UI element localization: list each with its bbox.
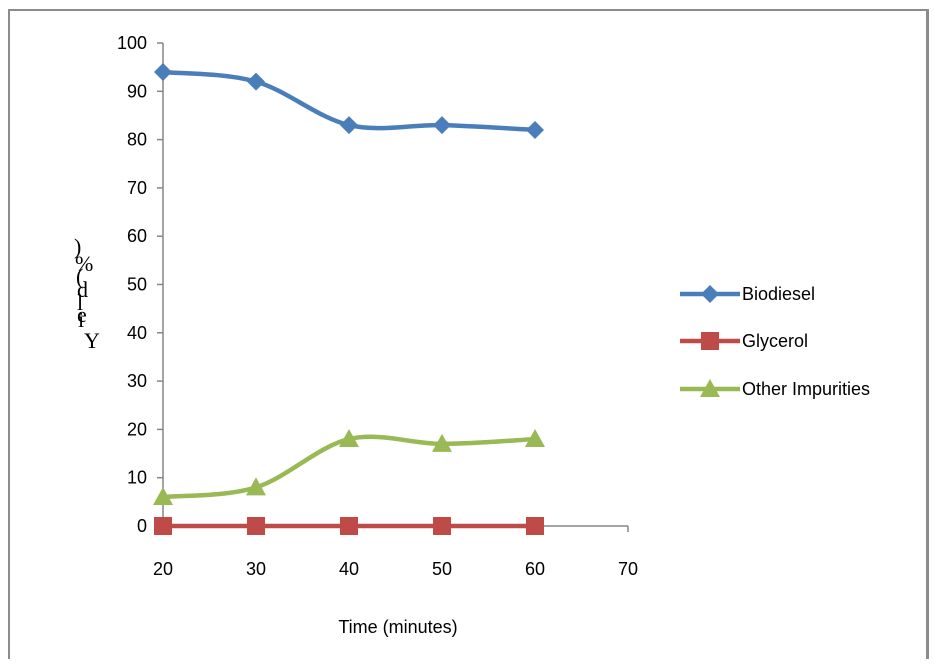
plot-area: [153, 62, 545, 535]
legend-swatch-marker: [700, 379, 720, 397]
data-point-biodiesel: [526, 120, 544, 139]
x-tick-label: 40: [339, 559, 359, 579]
legend-label: Biodiesel: [742, 284, 815, 304]
y-tick-label: 80: [127, 130, 147, 150]
legend-swatch-marker: [701, 285, 719, 303]
data-point-biodiesel: [433, 116, 451, 135]
y-axis-title-glyph: e: [77, 302, 87, 327]
y-tick-label: 0: [137, 516, 147, 536]
data-point-other-impurities: [432, 433, 452, 452]
y-tick-label: 100: [117, 33, 147, 53]
data-point-other-impurities: [339, 429, 359, 448]
data-point-glycerol: [433, 517, 451, 535]
data-point-glycerol: [340, 517, 358, 535]
legend-item-biodiesel: Biodiesel: [680, 284, 815, 304]
legend-item-other-impurities: Other Impurities: [680, 379, 870, 399]
data-point-glycerol: [154, 517, 172, 535]
x-tick-label: 30: [246, 559, 266, 579]
legend: Biodiesel Glycerol Other Impurities: [680, 284, 870, 399]
data-point-other-impurities: [525, 429, 545, 448]
legend-label: Other Impurities: [742, 379, 870, 399]
y-tick-label: 10: [127, 468, 147, 488]
y-tick-label: 30: [127, 371, 147, 391]
data-point-biodiesel: [154, 62, 172, 81]
x-tick-label: 50: [432, 559, 452, 579]
data-point-biodiesel: [340, 116, 358, 135]
y-tick-label: 70: [127, 178, 147, 198]
axes: 0 10 20 30 40 50 60 70 80 90 100 20 30 40 50 60 70: [117, 33, 638, 579]
y-axis-title-glyph: i: [78, 307, 84, 332]
chart-frame: [8, 9, 929, 659]
data-point-biodiesel: [247, 72, 265, 91]
series-biodiesel: [154, 62, 544, 139]
y-tick-label: 50: [127, 275, 147, 295]
y-tick-label: 40: [127, 323, 147, 343]
x-tick-label: 70: [618, 559, 638, 579]
y-tick-label: 20: [127, 419, 147, 439]
y-axis-title-glyph: %: [75, 251, 93, 276]
y-axis-title-glyph: Y: [84, 328, 100, 353]
x-tick-label: 20: [153, 559, 173, 579]
series-other-impurities: [153, 429, 545, 506]
data-point-glycerol: [526, 517, 544, 535]
legend-swatch-marker: [701, 332, 719, 350]
data-point-other-impurities: [246, 477, 266, 496]
legend-item-glycerol: Glycerol: [680, 331, 808, 351]
y-axis-title-glyph: (: [76, 264, 83, 289]
x-tick-label: 60: [525, 559, 545, 579]
legend-label: Glycerol: [742, 331, 808, 351]
data-point-glycerol: [247, 517, 265, 535]
data-point-other-impurities: [153, 487, 173, 506]
y-axis-title-glyph: l: [77, 290, 83, 315]
y-tick-label: 60: [127, 226, 147, 246]
y-axis-title-glyph: ): [74, 234, 81, 259]
x-axis-title: Time (minutes): [338, 617, 457, 637]
y-tick-label: 90: [127, 81, 147, 101]
y-axis-title-glyph: d: [77, 277, 88, 302]
series-glycerol: [154, 517, 544, 535]
